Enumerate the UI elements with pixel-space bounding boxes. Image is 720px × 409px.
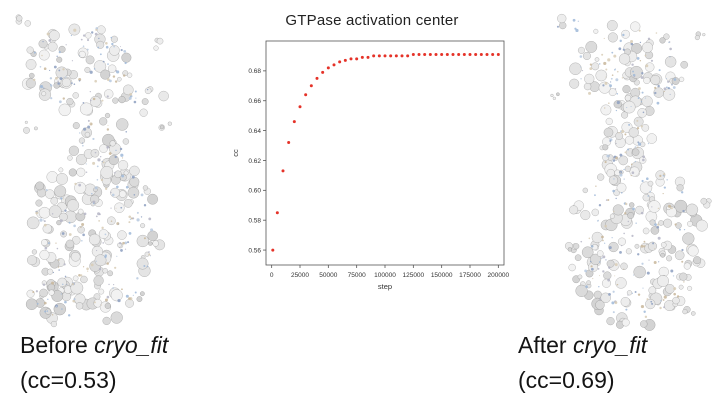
before-caption-prefix: Before bbox=[20, 332, 95, 358]
svg-text:50000: 50000 bbox=[319, 272, 337, 279]
svg-text:125000: 125000 bbox=[402, 272, 424, 279]
cc-vs-step-scatter-plot: 0 25000 50000 75000 100000 125000 150000 175000… bbox=[231, 40, 510, 291]
after-caption-prefix: After bbox=[518, 332, 573, 358]
svg-text:0: 0 bbox=[270, 272, 274, 279]
svg-text:0.56: 0.56 bbox=[248, 247, 261, 254]
chart-panel: GTPase activation center 0 25000 50000 7500… bbox=[226, 10, 518, 318]
svg-text:0.62: 0.62 bbox=[248, 158, 261, 165]
svg-text:175000: 175000 bbox=[459, 272, 481, 279]
after-structure-svg bbox=[550, 13, 712, 331]
svg-text:200000: 200000 bbox=[487, 272, 509, 279]
before-caption: Before cryo_fit (cc=0.53) bbox=[20, 328, 168, 397]
svg-text:150000: 150000 bbox=[431, 272, 453, 279]
before-caption-italic: cryo_fit bbox=[94, 332, 169, 358]
svg-text:cc: cc bbox=[231, 149, 240, 157]
svg-text:0.60: 0.60 bbox=[248, 188, 261, 195]
after-caption-cc: (cc=0.69) bbox=[518, 366, 615, 393]
after-caption-italic: cryo_fit bbox=[572, 332, 648, 358]
after-caption-line1: After cryo_fit bbox=[518, 328, 647, 363]
chart-title: GTPase activation center bbox=[285, 12, 459, 29]
after-structure-image bbox=[538, 4, 716, 339]
svg-text:25000: 25000 bbox=[291, 272, 309, 279]
before-caption-line1: Before cryo_fit bbox=[20, 328, 168, 363]
before-structure-svg bbox=[15, 14, 172, 328]
svg-text:0.66: 0.66 bbox=[248, 98, 261, 105]
svg-text:step: step bbox=[378, 282, 392, 291]
svg-text:0.68: 0.68 bbox=[248, 68, 261, 75]
svg-text:0.64: 0.64 bbox=[248, 128, 261, 135]
after-caption: After cryo_fit (cc=0.69) bbox=[518, 328, 647, 397]
svg-text:75000: 75000 bbox=[348, 272, 366, 279]
before-caption-cc: (cc=0.53) bbox=[20, 366, 117, 393]
svg-text:0.58: 0.58 bbox=[248, 218, 261, 225]
svg-text:100000: 100000 bbox=[374, 272, 396, 279]
before-structure-image bbox=[6, 4, 184, 339]
